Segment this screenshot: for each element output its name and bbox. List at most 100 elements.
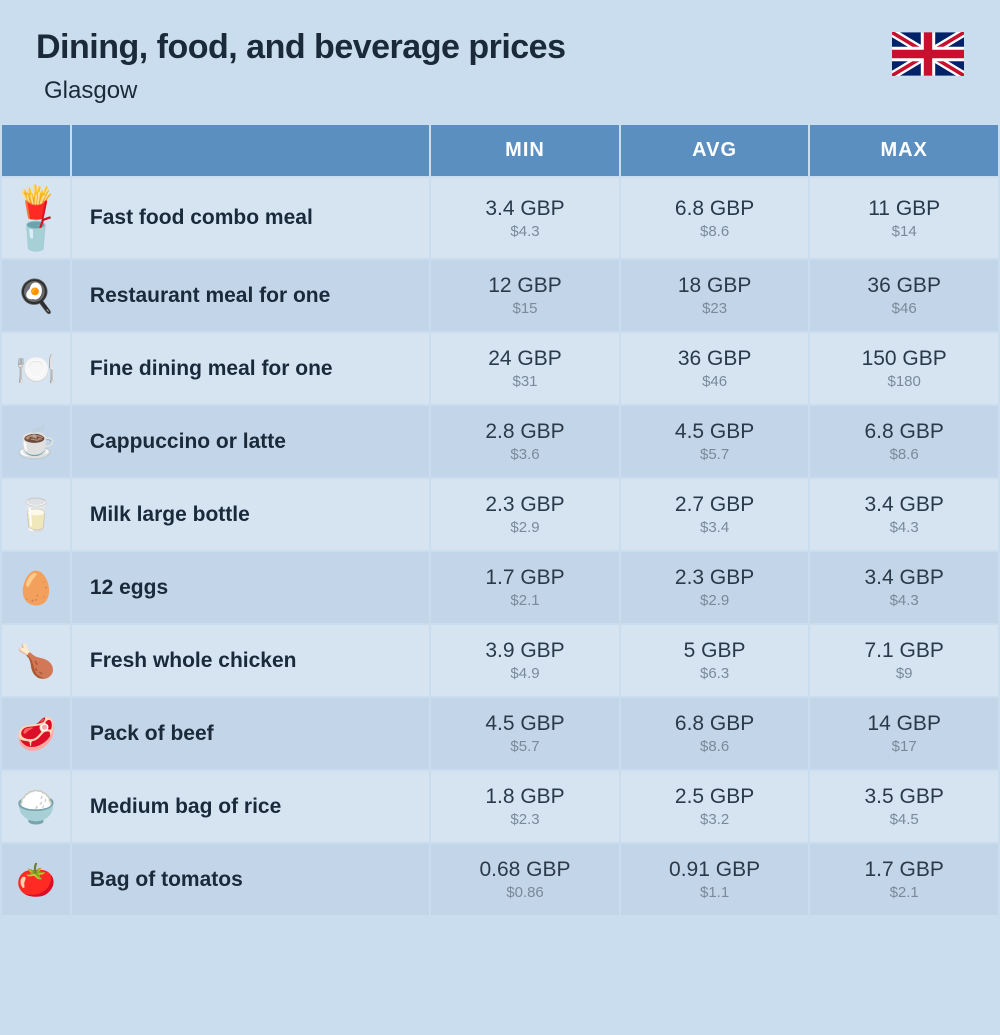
min-gbp: 1.8 GBP (439, 785, 611, 809)
avg-gbp: 2.3 GBP (629, 566, 801, 590)
min-usd: $15 (439, 300, 611, 317)
table-row: 🥩Pack of beef4.5 GBP$5.76.8 GBP$8.614 GB… (1, 697, 999, 770)
min-cell: 1.7 GBP $2.1 (430, 551, 620, 624)
max-usd: $9 (818, 665, 990, 682)
item-label: Milk large bottle (71, 478, 430, 551)
min-usd: $2.9 (439, 519, 611, 536)
max-gbp: 6.8 GBP (818, 420, 990, 444)
eggs-icon: 🥚 (1, 551, 71, 624)
max-usd: $46 (818, 300, 990, 317)
avg-usd: $23 (629, 300, 801, 317)
max-gbp: 3.4 GBP (818, 493, 990, 517)
col-avg: AVG (620, 124, 810, 177)
max-cell: 14 GBP $17 (809, 697, 999, 770)
avg-usd: $1.1 (629, 884, 801, 901)
item-label: Fresh whole chicken (71, 624, 430, 697)
min-gbp: 3.9 GBP (439, 639, 611, 663)
max-gbp: 14 GBP (818, 712, 990, 736)
max-usd: $180 (818, 373, 990, 390)
max-usd: $8.6 (818, 446, 990, 463)
min-cell: 24 GBP $31 (430, 332, 620, 405)
max-cell: 3.5 GBP$4.5 (809, 770, 999, 843)
uk-flag-icon (892, 32, 964, 76)
min-cell: 12 GBP $15 (430, 259, 620, 332)
min-cell: 1.8 GBP $2.3 (430, 770, 620, 843)
min-cell: 4.5 GBP $5.7 (430, 697, 620, 770)
min-gbp: 2.8 GBP (439, 420, 611, 444)
avg-usd: $46 (629, 373, 801, 390)
avg-gbp: 2.7 GBP (629, 493, 801, 517)
min-usd: $2.1 (439, 592, 611, 609)
min-gbp: 1.7 GBP (439, 566, 611, 590)
min-usd: $4.3 (439, 223, 611, 240)
avg-gbp: 0.91 GBP (629, 858, 801, 882)
coffee-icon: ☕ (1, 405, 71, 478)
min-gbp: 24 GBP (439, 347, 611, 371)
avg-usd: $8.6 (629, 223, 801, 240)
max-cell: 7.1 GBP $9 (809, 624, 999, 697)
table-row: 🥚12 eggs1.7 GBP$2.12.3 GBP$2.93.4 GBP$4.… (1, 551, 999, 624)
max-usd: $2.1 (818, 884, 990, 901)
table-row: ☕Cappuccino or latte2.8 GBP$3.64.5 GBP$5… (1, 405, 999, 478)
table-row: 🥛Milk large bottle 2.3 GBP $2.9 2.7 GBP $3.4… (1, 478, 999, 551)
avg-usd: $2.9 (629, 592, 801, 609)
max-cell: 3.4 GBP $4.3 (809, 478, 999, 551)
avg-gbp: 6.8 GBP (629, 197, 801, 221)
avg-cell: 6.8 GBP $8.6 (620, 697, 810, 770)
max-cell: 150 GBP $180 (809, 332, 999, 405)
min-usd: $3.6 (439, 446, 611, 463)
avg-gbp: 5 GBP (629, 639, 801, 663)
min-gbp: 4.5 GBP (439, 712, 611, 736)
avg-cell: 18 GBP$23 (620, 259, 810, 332)
max-usd: $14 (818, 223, 990, 240)
min-cell: 3.4 GBP$4.3 (430, 177, 620, 259)
page-subtitle: Glasgow (44, 77, 964, 105)
col-item (71, 124, 430, 177)
max-usd: $4.3 (818, 519, 990, 536)
rice-icon: 🍚 (1, 770, 71, 843)
max-cell: 11 GBP $14 (809, 177, 999, 259)
table-row: 🍟🥤Fast food combo meal3.4 GBP$4.36.8 GBP… (1, 177, 999, 259)
max-usd: $17 (818, 738, 990, 755)
avg-usd: $3.2 (629, 811, 801, 828)
avg-gbp: 4.5 GBP (629, 420, 801, 444)
min-usd: $0.86 (439, 884, 611, 901)
table-row: 🍚Medium bag of rice 1.8 GBP $2.3 2.5 GBP$3.… (1, 770, 999, 843)
table-row: 🍽️Fine dining meal for one 24 GBP $31 36 GB… (1, 332, 999, 405)
min-usd: $2.3 (439, 811, 611, 828)
item-label: 12 eggs (71, 551, 430, 624)
fine-dining-icon: 🍽️ (1, 332, 71, 405)
avg-cell: 2.5 GBP$3.2 (620, 770, 810, 843)
table-header-row: MIN AVG MAX (1, 124, 999, 177)
max-cell: 1.7 GBP $2.1 (809, 843, 999, 916)
fast-food-icon: 🍟🥤 (1, 177, 71, 259)
table-row: 🍳Restaurant meal for one12 GBP$1518 GBP$… (1, 259, 999, 332)
avg-cell: 2.7 GBP $3.4 (620, 478, 810, 551)
min-gbp: 12 GBP (439, 274, 611, 298)
item-label: Pack of beef (71, 697, 430, 770)
avg-usd: $3.4 (629, 519, 801, 536)
item-label: Fine dining meal for one (71, 332, 430, 405)
max-gbp: 11 GBP (818, 197, 990, 221)
tomato-icon: 🍅 (1, 843, 71, 916)
min-usd: $31 (439, 373, 611, 390)
max-gbp: 1.7 GBP (818, 858, 990, 882)
min-usd: $4.9 (439, 665, 611, 682)
max-gbp: 150 GBP (818, 347, 990, 371)
min-gbp: 0.68 GBP (439, 858, 611, 882)
avg-usd: $8.6 (629, 738, 801, 755)
max-gbp: 3.5 GBP (818, 785, 990, 809)
avg-cell: 36 GBP$46 (620, 332, 810, 405)
max-gbp: 7.1 GBP (818, 639, 990, 663)
col-max: MAX (809, 124, 999, 177)
min-cell: 0.68 GBP $0.86 (430, 843, 620, 916)
restaurant-icon: 🍳 (1, 259, 71, 332)
max-cell: 36 GBP$46 (809, 259, 999, 332)
min-gbp: 2.3 GBP (439, 493, 611, 517)
item-label: Medium bag of rice (71, 770, 430, 843)
avg-gbp: 6.8 GBP (629, 712, 801, 736)
milk-icon: 🥛 (1, 478, 71, 551)
min-cell: 3.9 GBP $4.9 (430, 624, 620, 697)
min-usd: $5.7 (439, 738, 611, 755)
header: Dining, food, and beverage prices Glasgo… (0, 0, 1000, 123)
